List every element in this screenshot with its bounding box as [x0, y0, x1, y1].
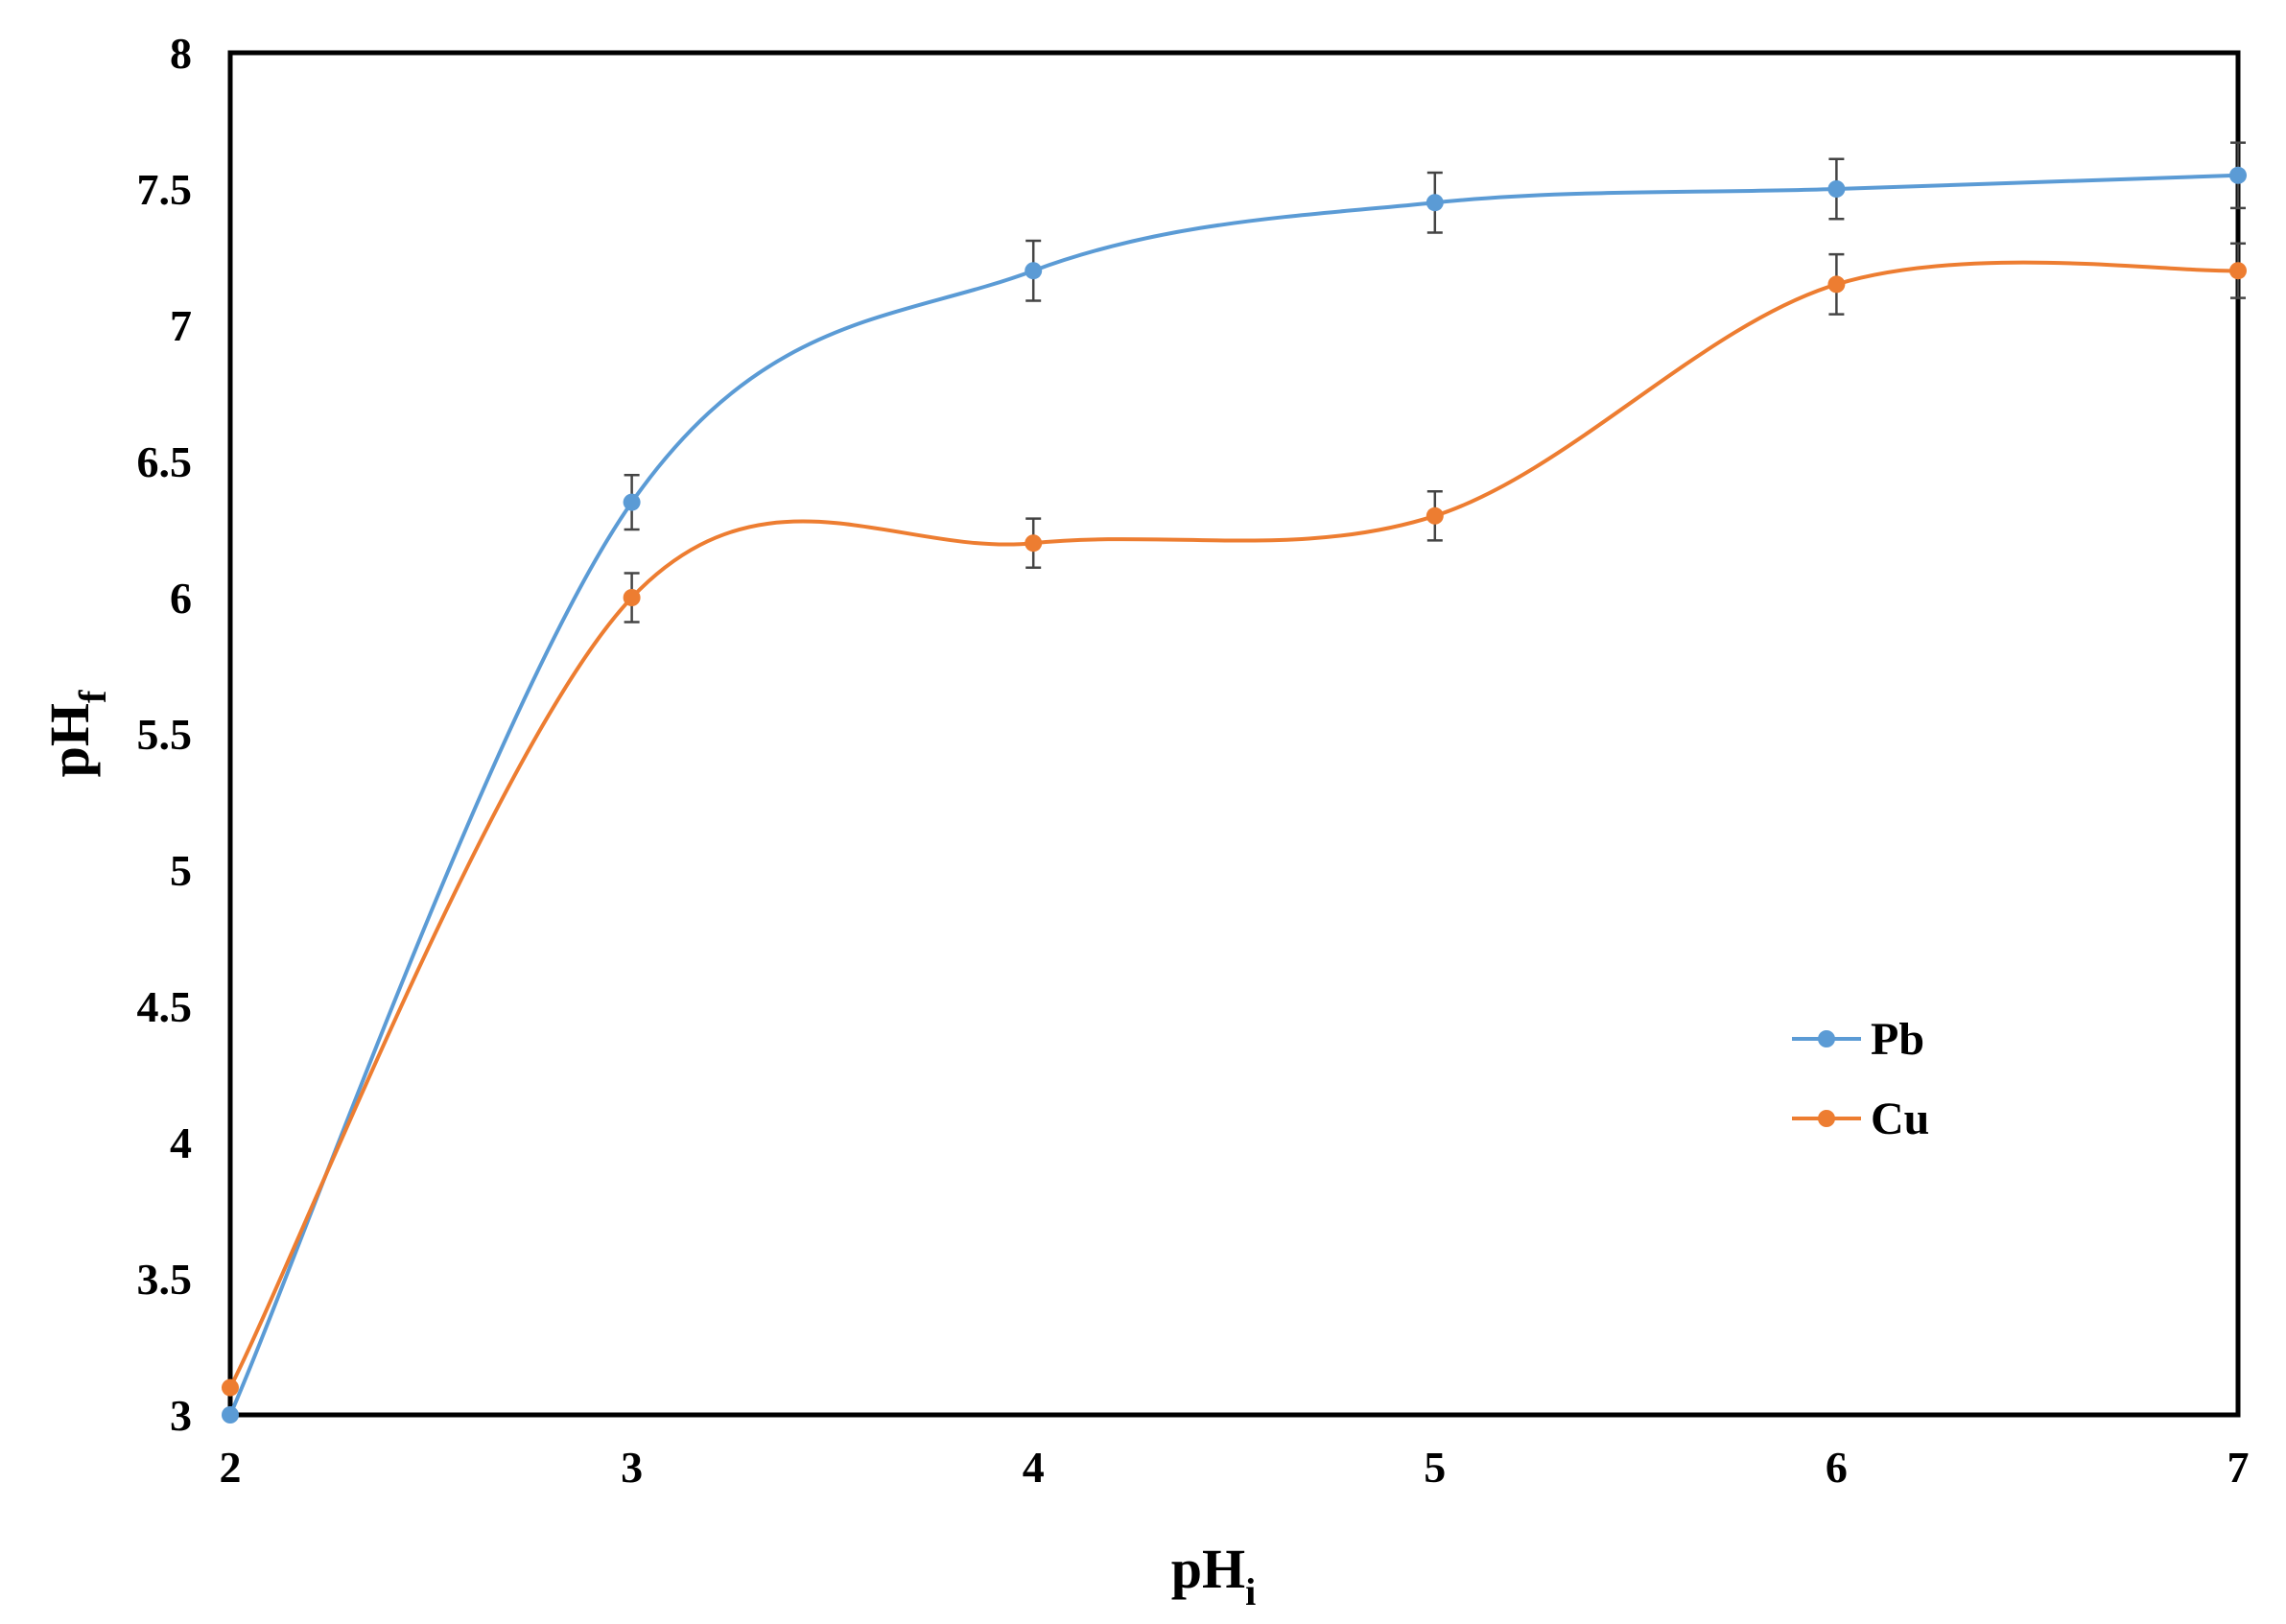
data-point: [222, 1378, 239, 1397]
y-tick-label: 4: [170, 1118, 192, 1167]
data-point: [1827, 180, 1846, 198]
data-point: [1426, 506, 1444, 525]
y-tick-label: 6: [170, 574, 192, 623]
data-point: [623, 493, 641, 511]
y-tick-label: 3.5: [137, 1255, 193, 1304]
x-axis-title-main: pH: [1171, 1538, 1245, 1600]
x-tick-labels: 2 3 4 5 6 7: [220, 1443, 2250, 1492]
series-cu: [222, 242, 2247, 1397]
data-point: [1025, 534, 1043, 553]
legend-marker: [1818, 1110, 1835, 1127]
x-tick-label: 4: [1023, 1443, 1045, 1492]
y-tick-label: 3: [170, 1391, 192, 1440]
data-point: [623, 589, 641, 606]
data-point: [2229, 166, 2247, 184]
x-tick-label: 6: [1826, 1443, 1848, 1492]
legend: Pb Cu: [1792, 1014, 1929, 1144]
series-line-cu: [228, 260, 2239, 1389]
data-point: [1426, 194, 1444, 212]
data-point: [2229, 262, 2247, 280]
legend-label: Cu: [1871, 1094, 1929, 1144]
y-tick-label: 7: [170, 301, 192, 350]
y-tick-label: 7.5: [137, 165, 193, 214]
y-tick-label: 8: [170, 29, 192, 78]
series-pb: [222, 141, 2247, 1424]
x-tick-label: 7: [2227, 1443, 2250, 1492]
y-tick-labels: 3 3.5 4 4.5 5 5.5 6 6.5 7 7.5 8: [137, 29, 193, 1440]
data-point: [1025, 262, 1043, 280]
y-tick-label: 6.5: [137, 437, 193, 486]
data-point: [222, 1406, 239, 1424]
y-tick-label: 4.5: [137, 982, 193, 1031]
series-layer: [222, 141, 2247, 1424]
x-tick-label: 5: [1424, 1443, 1446, 1492]
x-tick-label: 3: [621, 1443, 643, 1492]
x-axis-title: pHi: [1171, 1538, 1257, 1613]
y-axis-title-main: pH: [38, 703, 101, 777]
legend-label: Pb: [1871, 1014, 1924, 1065]
y-axis-title: pHf: [38, 690, 114, 777]
series-line-pb: [228, 173, 2239, 1416]
data-point: [1827, 275, 1846, 294]
y-axis-title-subscript: f: [71, 690, 114, 703]
legend-item-cu: Cu: [1792, 1094, 1929, 1144]
y-tick-label: 5: [170, 846, 192, 895]
x-tick-label: 2: [220, 1443, 242, 1492]
x-axis-title-subscript: i: [1245, 1570, 1256, 1613]
legend-item-pb: Pb: [1792, 1014, 1924, 1065]
legend-marker: [1818, 1030, 1835, 1047]
plot-area-frame: [227, 50, 2241, 1418]
y-tick-label: 5.5: [137, 710, 193, 759]
